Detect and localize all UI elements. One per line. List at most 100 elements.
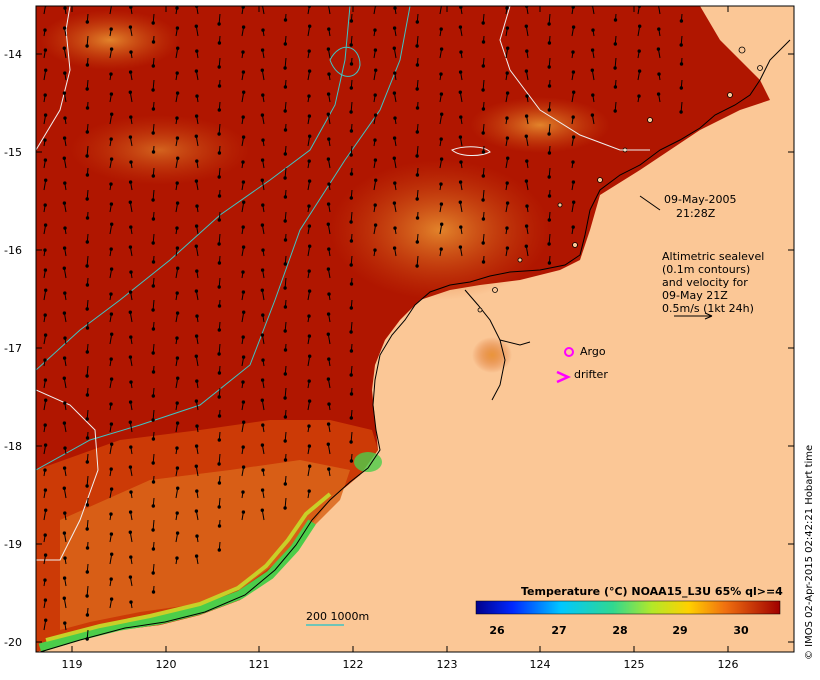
- velocity-arrowhead: [261, 28, 265, 32]
- velocity-arrowhead: [63, 181, 67, 185]
- velocity-arrowhead: [44, 618, 48, 622]
- velocity-arrowhead: [547, 151, 552, 155]
- velocity-arrowhead: [283, 286, 287, 290]
- velocity-arrowhead: [283, 152, 287, 156]
- velocity-arrowhead: [349, 440, 353, 444]
- velocity-arrowhead: [85, 613, 90, 617]
- velocity-arrowhead: [151, 370, 156, 374]
- velocity-arrowhead: [43, 488, 48, 492]
- velocity-arrowhead: [85, 460, 90, 464]
- velocity-arrowhead: [458, 135, 463, 139]
- lon-label: 125: [624, 658, 645, 671]
- velocity-arrowhead: [217, 261, 222, 265]
- velocity-arrowhead: [62, 246, 67, 250]
- lon-label: 126: [718, 658, 739, 671]
- velocity-arrowhead: [524, 224, 529, 228]
- velocity-arrowhead: [307, 269, 311, 273]
- velocity-arrowhead: [439, 27, 443, 31]
- velocity-arrowhead: [326, 442, 330, 446]
- velocity-arrowhead: [571, 115, 575, 119]
- velocity-arrowhead: [110, 552, 114, 556]
- velocity-arrowhead: [85, 350, 90, 354]
- velocity-arrowhead: [217, 548, 222, 552]
- velocity-arrowhead: [326, 332, 330, 336]
- plot-frame: [35, 5, 795, 653]
- velocity-arrowhead: [175, 6, 179, 10]
- velocity-arrowhead: [195, 49, 199, 53]
- velocity-arrowhead: [505, 116, 509, 120]
- velocity-arrowhead: [151, 174, 156, 178]
- velocity-arrowhead: [481, 174, 485, 178]
- velocity-arrowhead: [349, 263, 353, 267]
- velocity-arrowhead: [241, 160, 245, 164]
- velocity-arrowhead: [128, 355, 133, 359]
- velocity-arrowhead: [283, 439, 287, 443]
- velocity-arrowhead: [283, 128, 288, 132]
- velocity-arrowhead: [85, 570, 90, 574]
- velocity-arrowhead: [415, 63, 420, 67]
- velocity-arrowhead: [547, 218, 551, 222]
- velocity-arrowhead: [151, 64, 156, 68]
- velocity-arrowhead: [506, 156, 510, 160]
- velocity-arrowhead: [459, 225, 463, 229]
- velocity-arrowhead: [547, 84, 552, 88]
- velocity-arrowhead: [109, 467, 113, 471]
- velocity-arrowhead: [43, 93, 47, 97]
- cool-patch-north: [470, 97, 610, 153]
- velocity-arrowhead: [175, 466, 180, 470]
- velocity-arrowhead: [327, 137, 331, 141]
- argo-label: Argo: [580, 345, 606, 358]
- velocity-arrowhead: [63, 621, 67, 625]
- velocity-arrowhead: [307, 314, 311, 318]
- velocity-arrowhead: [439, 202, 444, 206]
- velocity-arrowhead: [217, 438, 222, 442]
- velocity-arrowhead: [85, 216, 90, 220]
- velocity-arrowhead: [349, 306, 353, 310]
- velocity-arrowhead: [241, 225, 245, 229]
- velocity-arrowhead: [43, 158, 48, 162]
- velocity-arrowhead: [547, 132, 551, 136]
- velocity-arrowhead: [62, 46, 67, 50]
- velocity-arrowhead: [571, 135, 576, 139]
- velocity-arrowhead: [217, 395, 221, 399]
- velocity-arrowhead: [194, 464, 199, 468]
- velocity-arrowhead: [283, 305, 288, 309]
- velocity-arrowhead: [613, 42, 617, 46]
- velocity-arrowhead: [128, 70, 133, 74]
- velocity-arrowhead: [129, 225, 133, 229]
- credit-text: © IMOS 02-Apr-2015 02:42:21 Hobart time: [804, 445, 815, 660]
- velocity-arrow: [109, 6, 112, 15]
- velocity-arrowhead: [85, 374, 89, 378]
- velocity-arrowhead: [373, 28, 377, 32]
- lon-axis: 119 120 121 122 123 124 125 126: [62, 6, 739, 671]
- velocity-arrowhead: [283, 66, 287, 70]
- velocity-arrowhead: [326, 47, 331, 51]
- velocity-arrowhead: [349, 330, 353, 334]
- velocity-arrowhead: [260, 268, 265, 272]
- velocity-arrowhead: [44, 508, 48, 512]
- velocity-arrowhead: [283, 238, 288, 242]
- velocity-arrowhead: [283, 176, 287, 180]
- velocity-arrowhead: [63, 116, 67, 120]
- velocity-arrowhead: [217, 242, 221, 246]
- velocity-arrowhead: [175, 201, 180, 205]
- velocity-arrowhead: [63, 71, 67, 75]
- velocity-arrowhead: [217, 84, 222, 88]
- velocity-arrowhead: [109, 182, 113, 186]
- velocity-arrowhead: [613, 109, 617, 113]
- velocity-arrowhead: [194, 114, 199, 118]
- velocity-arrowhead: [307, 424, 311, 428]
- velocity-arrowhead: [349, 172, 354, 176]
- velocity-arrowhead: [415, 216, 420, 220]
- velocity-arrowhead: [175, 511, 179, 515]
- velocity-arrowhead: [415, 240, 419, 244]
- colorbar-tick: 30: [733, 624, 749, 637]
- velocity-arrowhead: [109, 422, 114, 426]
- velocity-arrowhead: [85, 63, 90, 67]
- velocity-arrowhead: [260, 68, 264, 72]
- velocity-arrowhead: [260, 113, 265, 117]
- velocity-arrowhead: [175, 26, 180, 30]
- velocity-arrowhead: [590, 113, 595, 117]
- velocity-arrowhead: [194, 24, 199, 28]
